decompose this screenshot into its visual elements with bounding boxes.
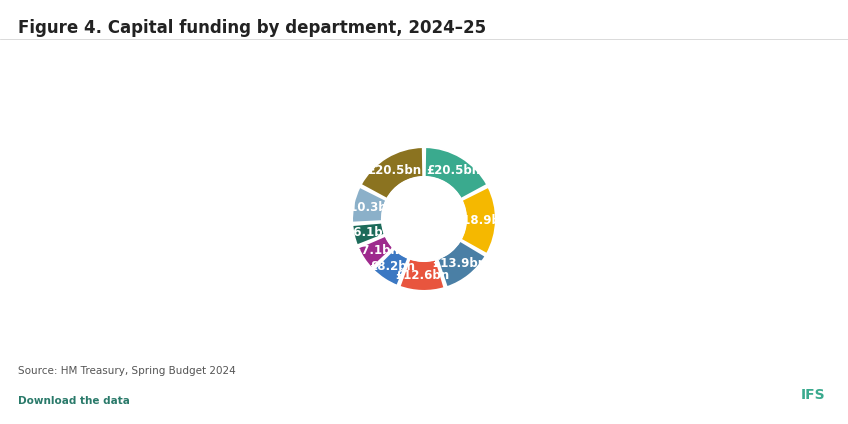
Wedge shape xyxy=(352,187,387,223)
Text: Download the data: Download the data xyxy=(18,396,130,406)
Text: £20.5bn: £20.5bn xyxy=(427,164,481,177)
Text: Figure 4. Capital funding by department, 2024–25: Figure 4. Capital funding by department,… xyxy=(18,19,486,37)
Text: Source: HM Treasury, Spring Budget 2024: Source: HM Treasury, Spring Budget 2024 xyxy=(18,366,236,376)
Text: IFS: IFS xyxy=(801,388,825,402)
Text: £12.6bn: £12.6bn xyxy=(395,270,449,282)
Wedge shape xyxy=(360,147,423,199)
Wedge shape xyxy=(358,236,393,268)
Wedge shape xyxy=(373,249,409,286)
Text: £6.1bn: £6.1bn xyxy=(345,226,392,239)
Text: £7.1bn: £7.1bn xyxy=(354,244,399,257)
Wedge shape xyxy=(425,147,488,199)
Wedge shape xyxy=(460,187,496,254)
Wedge shape xyxy=(399,259,444,291)
Text: £20.5bn: £20.5bn xyxy=(367,164,421,177)
Text: £13.9bn: £13.9bn xyxy=(432,257,487,270)
Text: £10.3bn: £10.3bn xyxy=(341,201,395,214)
Text: £18.9bn: £18.9bn xyxy=(454,214,508,227)
Text: £8.2bn: £8.2bn xyxy=(370,260,416,273)
Wedge shape xyxy=(438,241,486,287)
Circle shape xyxy=(382,177,466,261)
Wedge shape xyxy=(352,223,385,245)
